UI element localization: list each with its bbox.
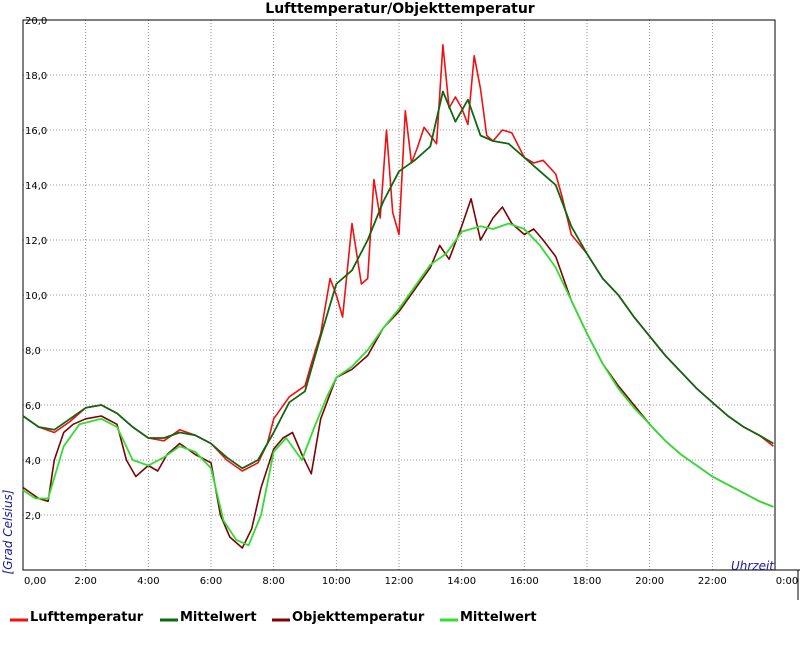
series-lines xyxy=(22,43,774,549)
x-tick-label: 2:00 xyxy=(74,576,96,587)
series-line-mittelwert-objekt xyxy=(22,222,774,547)
x-tick-labels: 0,00 2:00 4:00 6:00 8:00 10:00 12:00 14:00 16:00… xyxy=(24,576,798,587)
y-tick-label: 4,0 xyxy=(25,456,41,467)
y-tick-label: 2,0 xyxy=(25,511,41,522)
x-axis-label: Uhrzeit xyxy=(731,559,775,573)
x-tick-label: 10:00 xyxy=(322,576,351,587)
series-line-objekttemperatur xyxy=(22,198,774,549)
y-tick-label: 12,0 xyxy=(25,236,47,247)
y-axis-label: [Grad Celsius] xyxy=(1,489,15,574)
y-tick-labels: 2,0 4,0 6,0 8,0 10,0 12,0 14,0 16,0 18,0 20,0 xyxy=(25,16,47,522)
x-tick-label: 12:00 xyxy=(385,576,414,587)
chart-title: Lufttemperatur/Objekttemperatur xyxy=(265,1,535,17)
y-tick-label: 18,0 xyxy=(25,71,47,82)
series-line-mittelwert-luft xyxy=(22,90,774,470)
legend-label: Mittelwert xyxy=(460,610,537,625)
x-tick-label: 14:00 xyxy=(447,576,476,587)
x-tick-label: 4:00 xyxy=(137,576,159,587)
x-tick-label: 6:00 xyxy=(200,576,222,587)
x-tick-label: 0:00 xyxy=(776,576,798,587)
x-tick-label: 20:00 xyxy=(635,576,664,587)
series-line-lufttemperatur xyxy=(22,43,774,472)
y-tick-label: 10,0 xyxy=(25,291,47,302)
x-tick-label: 0,00 xyxy=(24,576,46,587)
y-tick-label: 14,0 xyxy=(25,181,47,192)
y-tick-label: 20,0 xyxy=(25,16,47,27)
legend-label: Objekttemperatur xyxy=(292,610,425,625)
y-tick-label: 16,0 xyxy=(25,126,47,137)
x-tick-label: 8:00 xyxy=(262,576,284,587)
legend: Lufttemperatur Mittelwert Objekttemperatur… xyxy=(10,610,537,625)
plot-area-frame xyxy=(22,19,776,571)
legend-label: Lufttemperatur xyxy=(30,610,144,625)
y-tick-label: 6,0 xyxy=(25,401,41,412)
legend-label: Mittelwert xyxy=(180,610,257,625)
x-tick-label: 16:00 xyxy=(510,576,539,587)
x-tick-label: 18:00 xyxy=(573,576,602,587)
grid xyxy=(23,19,775,570)
y-tick-label: 8,0 xyxy=(25,346,41,357)
x-tick-label: 22:00 xyxy=(698,576,727,587)
